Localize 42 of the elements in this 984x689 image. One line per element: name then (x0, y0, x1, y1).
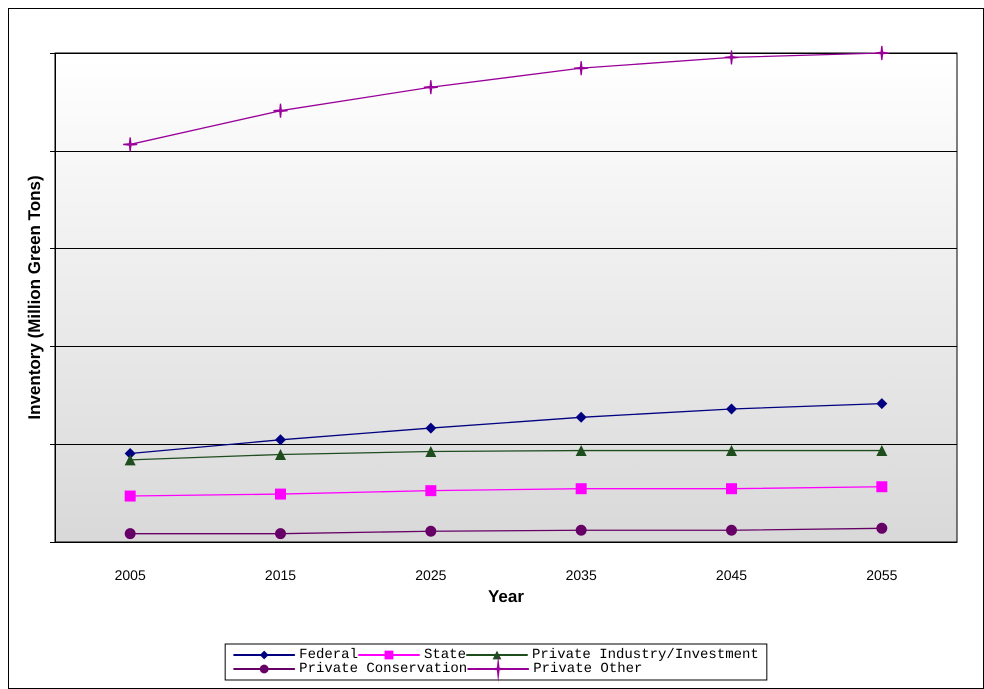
point (726, 483, 737, 494)
point (576, 524, 587, 536)
point (124, 528, 136, 540)
point (425, 422, 436, 434)
point (124, 454, 136, 466)
point (272, 103, 288, 118)
point (726, 445, 737, 456)
point (576, 483, 587, 494)
point (425, 526, 436, 537)
point (876, 522, 888, 534)
point (425, 485, 436, 496)
point (724, 50, 740, 66)
point (275, 448, 286, 460)
point (423, 80, 438, 95)
point (275, 528, 286, 540)
point (726, 403, 737, 414)
x-tick-label: 2025 (415, 567, 447, 583)
point (876, 398, 888, 410)
legend-label: Private Other (533, 661, 642, 677)
point (874, 45, 890, 61)
x-tick-label: 2045 (716, 567, 748, 583)
point (275, 434, 286, 446)
legend-label: State (424, 647, 466, 663)
x-tick-label: 2015 (264, 567, 296, 583)
point (876, 445, 888, 456)
x-tick-label: 2005 (114, 567, 146, 583)
point (124, 490, 136, 502)
point (122, 136, 138, 152)
legend-label: Private Conservation (299, 661, 468, 677)
y-axis-title: Inventory (Million Green Tons) (25, 175, 44, 420)
legend-label: Private Industry/Investment (532, 647, 759, 663)
point (876, 481, 888, 492)
legend-label: Federal (299, 647, 358, 663)
point (726, 524, 737, 536)
x-tick-label: 2055 (866, 567, 898, 583)
point (576, 412, 587, 423)
x-axis-title: Year (488, 587, 524, 606)
x-tick-label: 2035 (566, 567, 597, 583)
point (425, 446, 436, 458)
point (576, 445, 587, 456)
point (574, 60, 589, 76)
point (275, 488, 286, 500)
